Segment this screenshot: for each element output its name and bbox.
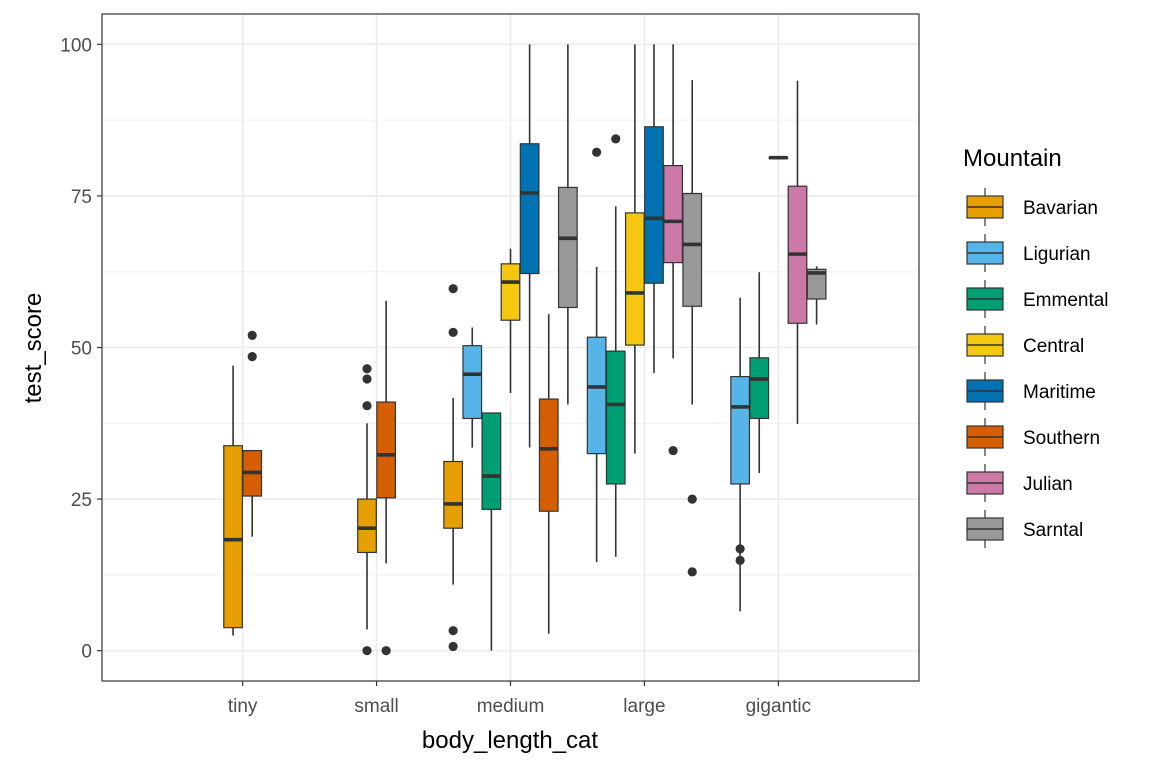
y-tick-label: 0	[81, 642, 92, 663]
outlier-point	[611, 134, 621, 144]
outlier-point	[592, 147, 602, 157]
box-body	[806, 268, 827, 300]
legend-label: Maritime	[1023, 382, 1096, 403]
box-body	[586, 336, 607, 455]
outlier-point	[381, 646, 391, 656]
legend-label: Ligurian	[1023, 244, 1091, 265]
box-body	[481, 412, 502, 510]
box-body	[223, 445, 243, 629]
outlier-point	[668, 445, 678, 456]
legend-item-maritime: Maritime	[966, 372, 1096, 410]
legend-title: Mountain	[963, 145, 1062, 172]
outlier-point	[362, 646, 372, 656]
box-bavarian-medium	[443, 284, 464, 652]
outlier-point	[448, 641, 458, 652]
box-body	[443, 460, 464, 529]
box-body	[376, 401, 397, 499]
box-ligurian-large	[586, 147, 607, 563]
x-tick-label: medium	[477, 696, 545, 717]
box-julian-large	[663, 44, 684, 456]
box-emmental-large	[605, 134, 626, 557]
axis-layer: 0 25 50 75 100 tiny small medium large gigantic	[60, 35, 811, 717]
outlier-point	[687, 494, 697, 504]
outlier-point	[735, 544, 745, 554]
box-ligurian-medium	[462, 327, 483, 448]
outlier-point	[448, 327, 458, 337]
outlier-point	[448, 626, 458, 636]
box-sarntal-large	[682, 80, 703, 577]
box-bavarian-tiny	[223, 365, 243, 636]
box-body	[644, 126, 664, 284]
legend-item-central: Central	[966, 326, 1084, 364]
box-body	[605, 350, 626, 485]
box-southern-medium	[538, 314, 559, 634]
box-body	[749, 357, 770, 420]
box-emmental-medium	[481, 412, 502, 651]
box-southern-tiny	[242, 330, 263, 537]
outlier-point	[247, 351, 257, 362]
legend-label: Central	[1023, 336, 1084, 357]
box-southern-small	[376, 300, 397, 656]
outlier-point	[362, 401, 372, 411]
legend-item-julian: Julian	[966, 464, 1073, 502]
box-maritime-gigantic	[768, 155, 789, 160]
box-julian-gigantic	[787, 80, 808, 424]
legend: Mountain Bavarian Ligurian Emmental Central…	[963, 145, 1109, 548]
box-sarntal-gigantic	[806, 266, 827, 325]
legend-label: Emmental	[1023, 290, 1109, 311]
x-tick-label: large	[623, 696, 665, 717]
box-bavarian-small	[357, 364, 377, 656]
y-tick-label: 75	[71, 187, 92, 208]
outlier-point	[735, 555, 745, 565]
box-layer	[223, 44, 827, 656]
legend-label: Bavarian	[1023, 198, 1098, 219]
outlier-point	[362, 364, 372, 374]
box-body	[730, 376, 751, 485]
box-body	[357, 498, 377, 554]
legend-item-ligurian: Ligurian	[966, 234, 1091, 272]
legend-label: Southern	[1023, 428, 1100, 449]
outlier-point	[687, 567, 697, 577]
box-body	[538, 398, 559, 512]
x-axis-title: body_length_cat	[422, 727, 598, 754]
x-tick-label: gigantic	[746, 696, 812, 717]
box-body	[500, 263, 521, 321]
y-tick-label: 50	[71, 339, 92, 360]
box-maritime-large	[644, 44, 664, 373]
legend-item-bavarian: Bavarian	[966, 188, 1098, 226]
box-emmental-gigantic	[749, 272, 770, 474]
box-central-large	[624, 44, 645, 454]
box-sarntal-medium	[557, 44, 578, 405]
legend-label: Sarntal	[1023, 520, 1083, 541]
box-body	[682, 192, 703, 307]
box-ligurian-gigantic	[730, 297, 751, 612]
outlier-point	[362, 374, 372, 384]
y-tick-label: 25	[71, 490, 92, 511]
box-body	[519, 143, 540, 275]
legend-item-sarntal: Sarntal	[966, 510, 1083, 548]
box-central-medium	[500, 248, 521, 393]
legend-item-southern: Southern	[966, 418, 1100, 456]
box-body	[462, 345, 483, 420]
y-axis-title: test_score	[20, 293, 47, 404]
legend-item-emmental: Emmental	[966, 280, 1109, 318]
box-body	[557, 186, 578, 309]
y-tick-label: 100	[60, 35, 92, 56]
outlier-point	[448, 284, 458, 294]
box-body	[663, 164, 684, 264]
outlier-point	[247, 330, 257, 340]
x-tick-label: tiny	[228, 696, 258, 717]
legend-label: Julian	[1023, 474, 1073, 495]
box-maritime-medium	[519, 44, 540, 448]
box-body	[624, 212, 645, 346]
x-tick-label: small	[354, 696, 398, 717]
